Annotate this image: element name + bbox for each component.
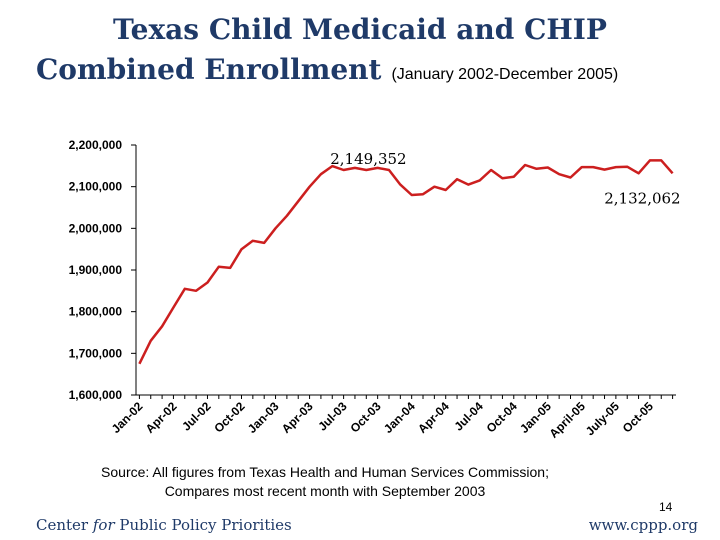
page-number: 14 <box>659 500 673 514</box>
x-tick-label: Apr-02 <box>143 399 180 436</box>
x-tick-label: Oct-05 <box>620 399 657 436</box>
x-tick-label: Apr-03 <box>279 399 316 436</box>
y-tick-label: 1,600,000 <box>69 388 123 402</box>
organization-name: Center for Public Policy Priorities <box>36 516 292 534</box>
x-tick-label: Jan-02 <box>109 399 146 436</box>
x-tick-label: Jul-02 <box>179 399 214 434</box>
y-tick-label: 1,800,000 <box>69 305 123 319</box>
data-annotation-label: 2,132,062 <box>604 189 680 207</box>
y-tick-label: 2,000,000 <box>69 221 123 235</box>
chart-subtitle: (January 2002-December 2005) <box>391 66 619 83</box>
x-tick-label: Jan-03 <box>245 399 282 436</box>
org-name-part1: Center <box>36 516 93 534</box>
org-name-part2: Public Policy Priorities <box>114 516 292 534</box>
x-tick-label: Oct-02 <box>211 399 248 436</box>
x-tick-label: April-05 <box>546 399 588 441</box>
org-name-italic: for <box>92 516 115 534</box>
source-line-1: Source: All figures from Texas Health an… <box>101 464 549 480</box>
data-annotation-label: 2,149,352 <box>330 150 406 168</box>
x-tick-label: Jan-04 <box>381 399 418 436</box>
y-axis-ticks: 1,600,000 1,700,000 1,800,000 1,900,000 2,00… <box>69 138 136 402</box>
x-tick-label: July-05 <box>583 399 622 438</box>
organization-url: www.cppp.org <box>588 516 698 534</box>
y-tick-label: 1,900,000 <box>69 263 123 277</box>
chart-title-line2-text: Combined Enrollment <box>36 53 382 86</box>
x-tick-label: Oct-03 <box>347 399 384 436</box>
chart-title-line1: Texas Child Medicaid and CHIP <box>113 13 607 46</box>
x-tick-label: Jul-03 <box>315 399 350 434</box>
enrollment-series-line <box>138 159 674 365</box>
source-line-2: Compares most recent month with Septembe… <box>164 483 486 499</box>
chart-title-line2: Combined Enrollment (January 2002-Decembe… <box>36 54 618 91</box>
x-tick-label: Apr-04 <box>415 399 452 436</box>
chart-annotations: 2,149,352 2,132,062 <box>330 150 680 207</box>
y-tick-label: 2,200,000 <box>69 138 123 152</box>
enrollment-line-chart: 1,600,000 1,700,000 1,800,000 1,900,000 2,00… <box>69 138 681 441</box>
source-note: Source: All figures from Texas Health an… <box>0 463 720 501</box>
x-tick-label: Jul-04 <box>451 399 486 434</box>
x-tick-label: Oct-04 <box>484 399 521 436</box>
y-tick-label: 1,700,000 <box>69 346 123 360</box>
y-tick-label: 2,100,000 <box>69 180 123 194</box>
